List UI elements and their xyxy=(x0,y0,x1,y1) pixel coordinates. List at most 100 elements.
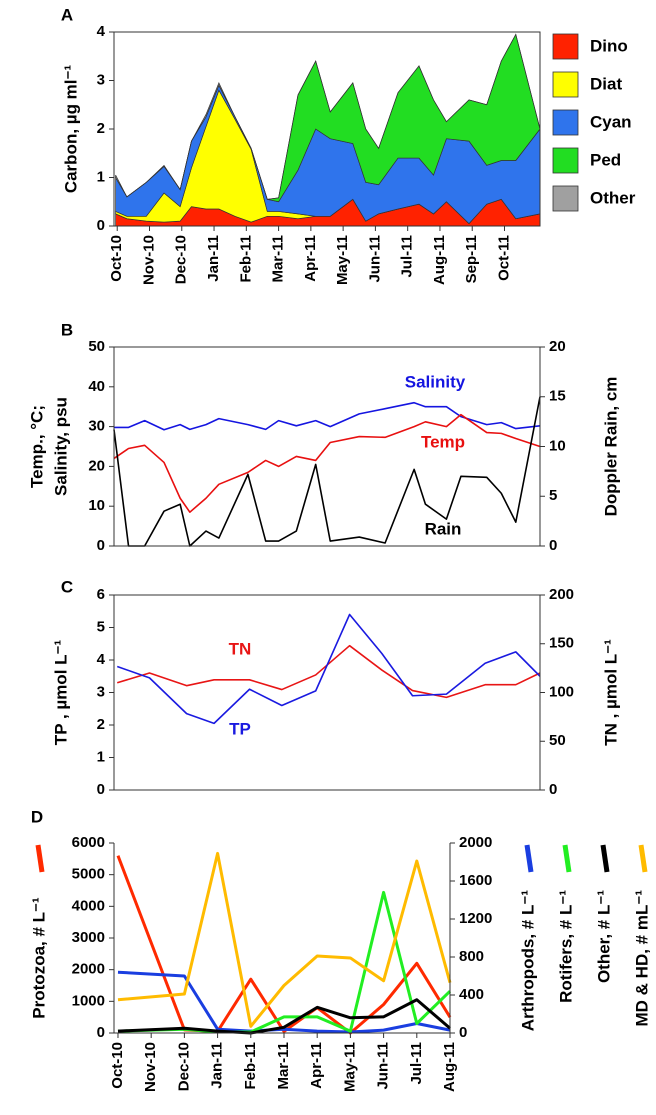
y-tick-label: 3 xyxy=(97,683,105,700)
y-tick-label: 4 xyxy=(97,651,106,668)
y-tick-label: 4 xyxy=(97,23,106,40)
panel-title: B xyxy=(61,320,73,339)
series-axis-label: MD & HD, # mL⁻¹ xyxy=(632,890,651,1027)
y-axis-label: Temp., °C; xyxy=(27,405,46,488)
y-tick-label: 2000 xyxy=(72,961,105,978)
y-tick-label: 5000 xyxy=(72,866,105,883)
x-tick-label: Nov-10 xyxy=(142,1042,159,1092)
legend-label: Cyan xyxy=(590,112,632,131)
x-tick-label: Jan-11 xyxy=(205,235,222,282)
y-tick-label: 2 xyxy=(97,120,105,137)
y-tick-label: 3000 xyxy=(72,929,105,946)
y2-tick-label: 0 xyxy=(549,781,557,798)
y-tick-label: 10 xyxy=(88,497,105,514)
y2-tick-label: 0 xyxy=(549,537,557,554)
y2-axis-label: Doppler Rain, cm xyxy=(601,377,620,517)
legend-swatch xyxy=(638,844,648,873)
x-tick-label: Nov-10 xyxy=(140,235,157,285)
x-tick-label: Feb-11 xyxy=(237,235,254,283)
y-tick-label: 6 xyxy=(97,586,105,603)
series-label: TP xyxy=(229,719,251,738)
y-tick-label: 1000 xyxy=(72,992,105,1009)
y-tick-label: 2 xyxy=(97,716,105,733)
x-tick-label: Feb-11 xyxy=(242,1042,259,1090)
y2-tick-label: 10 xyxy=(549,437,566,454)
legend-swatch xyxy=(552,71,579,98)
x-tick-label: Jul-11 xyxy=(408,1042,425,1085)
panel-title: C xyxy=(61,577,73,596)
y2-tick-label: 20 xyxy=(549,338,566,355)
legend-swatch xyxy=(35,844,45,873)
y-tick-label: 1 xyxy=(97,168,105,185)
area xyxy=(115,33,541,200)
y-tick-label: 0 xyxy=(97,1024,105,1041)
series-label: Salinity xyxy=(405,372,466,391)
series-label: TN xyxy=(229,639,252,658)
x-tick-label: Sep-11 xyxy=(463,235,480,283)
x-tick-label: Oct-10 xyxy=(109,1042,126,1089)
x-tick-label: Apr-11 xyxy=(302,235,319,282)
y2-tick-label: 800 xyxy=(459,948,484,965)
x-tick-label: Jan-11 xyxy=(209,1042,226,1089)
y2-tick-label: 2000 xyxy=(459,834,492,851)
y-tick-label: 0 xyxy=(97,781,105,798)
legend-label: Diat xyxy=(590,74,622,93)
line xyxy=(113,396,541,547)
y2-tick-label: 400 xyxy=(459,986,484,1003)
y-tick-label: 30 xyxy=(88,418,105,435)
y-axis-label: Salinity, psu xyxy=(51,397,70,496)
x-tick-label: Aug-11 xyxy=(441,1042,458,1092)
y-tick-label: 3 xyxy=(97,71,105,88)
y-axis-label: Carbon, µg ml⁻¹ xyxy=(61,65,80,194)
plot-frame xyxy=(113,594,541,791)
line xyxy=(116,644,541,699)
x-tick-label: May-11 xyxy=(334,235,351,285)
y-tick-label: 4000 xyxy=(72,897,105,914)
y2-tick-label: 1600 xyxy=(459,872,492,889)
x-tick-label: Mar-11 xyxy=(275,1042,292,1090)
legend-swatch xyxy=(562,844,572,873)
y2-tick-label: 200 xyxy=(549,586,574,603)
legend-swatch xyxy=(552,185,579,212)
y-tick-label: 40 xyxy=(88,378,105,395)
x-tick-label: Jun-11 xyxy=(375,1042,392,1090)
y-tick-label: 0 xyxy=(97,537,105,554)
y2-tick-label: 15 xyxy=(549,388,566,405)
y-tick-label: 5 xyxy=(97,618,105,635)
y-axis-label: TP , µmol L⁻¹ xyxy=(51,639,70,745)
series-label: Temp xyxy=(421,432,465,451)
y2-tick-label: 150 xyxy=(549,635,574,652)
y2-tick-label: 100 xyxy=(549,683,574,700)
y2-tick-label: 50 xyxy=(549,732,566,749)
y-tick-label: 6000 xyxy=(72,834,105,851)
series-axis-label: Other, # L⁻¹ xyxy=(594,890,613,983)
y2-tick-label: 0 xyxy=(459,1024,467,1041)
x-tick-label: Dec-10 xyxy=(173,235,190,284)
y-tick-label: 1 xyxy=(97,748,105,765)
line xyxy=(117,998,451,1035)
x-tick-label: Mar-11 xyxy=(270,235,287,283)
legend-label: Ped xyxy=(590,150,621,169)
x-tick-label: May-11 xyxy=(341,1042,358,1092)
line xyxy=(117,851,452,1028)
line xyxy=(117,890,452,1034)
series-label: Rain xyxy=(425,519,462,538)
legend-swatch xyxy=(552,147,579,174)
y2-axis-label: TN , µmol L⁻¹ xyxy=(601,639,620,746)
line xyxy=(116,855,452,1035)
series-axis-label: Arthropods, # L⁻¹ xyxy=(518,890,537,1032)
y2-tick-label: 5 xyxy=(549,487,557,504)
legend-label: Dino xyxy=(590,36,628,55)
line xyxy=(116,613,541,725)
panel-title: A xyxy=(61,5,73,24)
y-tick-label: 50 xyxy=(88,338,105,355)
series-axis-label: Rotifers, # L⁻¹ xyxy=(556,890,575,1003)
y-tick-label: 0 xyxy=(97,217,105,234)
x-tick-label: Jul-11 xyxy=(399,235,416,278)
legend-swatch xyxy=(600,844,610,873)
legend-swatch xyxy=(552,109,579,136)
series-axis-label: Protozoa, # L⁻¹ xyxy=(29,897,48,1019)
legend-label: Other xyxy=(590,188,636,207)
x-tick-label: Jun-11 xyxy=(366,235,383,283)
